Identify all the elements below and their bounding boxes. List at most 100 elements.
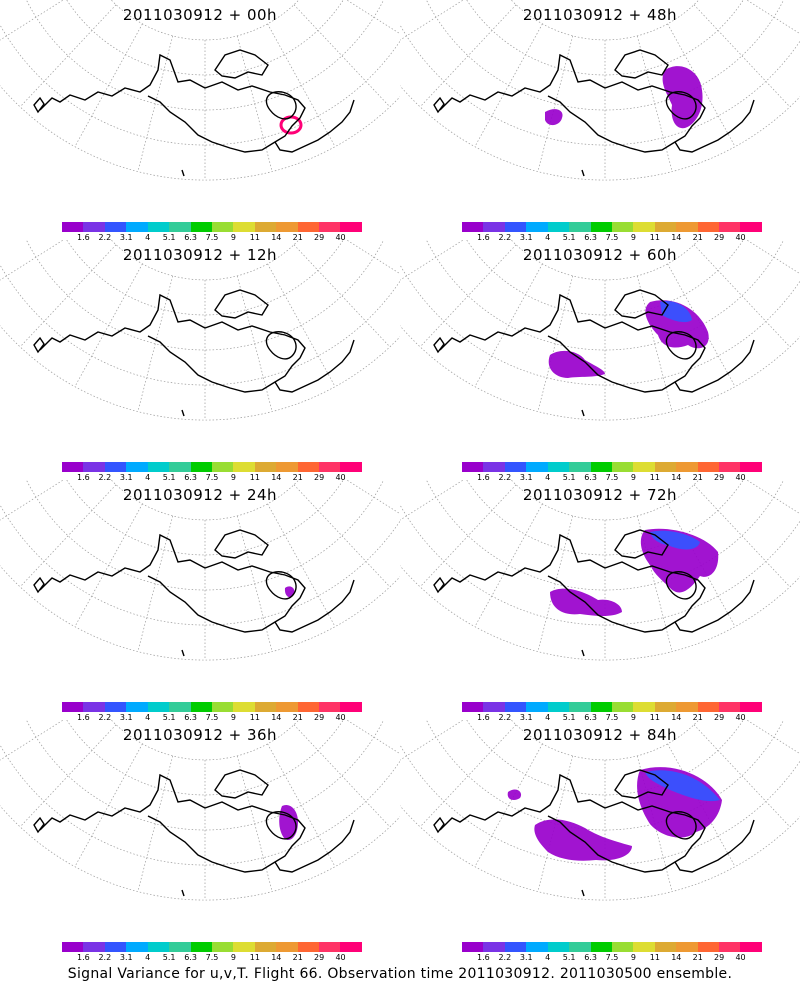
colorbar-tick-label: 9 (630, 233, 636, 242)
colorbar-tick-label: 11 (649, 233, 660, 242)
colorbar-swatch (62, 942, 84, 952)
colorbar-tick-label: 5.1 (162, 953, 176, 962)
variance-region (645, 770, 720, 802)
colorbar-tick-label: 4 (545, 473, 551, 482)
colorbar: 1.6 2.2 3.1 4 5.1 6.3 7.5 9 11 14 21 29 40 (62, 462, 362, 484)
colorbar-swatch (83, 942, 105, 952)
colorbar-tick-label: 40 (335, 233, 346, 242)
coastline (433, 49, 755, 177)
colorbar-swatch (319, 462, 341, 472)
colorbar-swatch (190, 222, 212, 232)
colorbar-swatch (633, 702, 655, 712)
colorbar-swatch (276, 462, 298, 472)
panel-title: 2011030912 + 72h (522, 486, 678, 504)
colorbar-tick-label: 40 (335, 473, 346, 482)
colorbar-swatch (62, 462, 84, 472)
colorbar-tick-label: 3.1 (119, 953, 133, 962)
colorbar-tick-label: 7.5 (205, 473, 219, 482)
colorbar-tick-label: 14 (671, 953, 682, 962)
colorbar-swatch (719, 702, 741, 712)
colorbar-tick-label: 1.6 (477, 473, 490, 482)
colorbar-swatch (654, 942, 677, 952)
polar-map (400, 0, 800, 181)
colorbar-tick-label: 40 (735, 473, 746, 482)
colorbar-swatch (462, 222, 484, 232)
colorbar-swatch (569, 702, 591, 712)
colorbar-swatch (147, 702, 170, 712)
colorbar-tick-label: 1.6 (77, 953, 90, 962)
colorbar-swatch (126, 222, 148, 232)
colorbar-swatch (590, 462, 612, 472)
colorbar-swatch (104, 462, 127, 472)
colorbar-tick-label: 4 (145, 233, 151, 242)
colorbar-tick-label: 5.1 (562, 713, 576, 722)
colorbar-swatch (504, 942, 527, 952)
map-panel: 2011030912 + 60h 1.6 2.2 3.1 4 5.1 6.3 7.5 9 11 14… (400, 240, 800, 482)
colorbar-swatch (569, 222, 591, 232)
colorbar-swatch (276, 702, 298, 712)
colorbar-swatch (147, 942, 170, 952)
colorbar-tick-label: 9 (230, 953, 236, 962)
colorbar-tick-label: 7.5 (605, 953, 619, 962)
colorbar-tick-label: 21 (692, 473, 703, 482)
colorbar-tick-label: 6.3 (184, 713, 197, 722)
colorbar-tick-label: 1.6 (477, 233, 490, 242)
colorbar: 1.6 2.2 3.1 4 5.1 6.3 7.5 9 11 14 21 29 40 (62, 942, 362, 964)
colorbar-swatch (590, 702, 612, 712)
colorbar-tick-label: 6.3 (584, 953, 597, 962)
colorbar-tick-label: 7.5 (605, 713, 619, 722)
coastline (33, 529, 355, 657)
colorbar-swatch (526, 462, 548, 472)
colorbar-swatch (340, 222, 362, 232)
colorbar-tick-label: 3.1 (519, 233, 533, 242)
colorbar-swatch (147, 222, 170, 232)
colorbar-swatch (126, 462, 148, 472)
colorbar-tick-label: 11 (649, 713, 660, 722)
colorbar-tick-label: 1.6 (477, 953, 490, 962)
colorbar-tick-label: 14 (671, 233, 682, 242)
colorbar-tick-label: 7.5 (605, 473, 619, 482)
colorbar-tick-label: 1.6 (77, 233, 90, 242)
colorbar-tick-label: 14 (271, 233, 282, 242)
colorbar-tick-label: 3.1 (119, 473, 133, 482)
colorbar-swatch (211, 942, 234, 952)
map-panel: 2011030912 + 36h 1.6 2.2 3.1 4 5.1 6.3 7.5 9 11 14… (0, 720, 400, 962)
colorbar-swatch (590, 222, 612, 232)
panel-title: 2011030912 + 24h (122, 486, 278, 504)
colorbar-tick-label: 4 (145, 473, 151, 482)
colorbar-tick-label: 4 (545, 713, 551, 722)
colorbar-tick-label: 7.5 (205, 953, 219, 962)
colorbar-swatch (169, 942, 191, 952)
colorbar-swatch (297, 702, 320, 712)
colorbar-swatch (233, 702, 255, 712)
colorbar-tick-label: 40 (735, 713, 746, 722)
colorbar-swatch (190, 462, 212, 472)
colorbar-swatch (297, 222, 320, 232)
colorbar-tick-label: 14 (271, 953, 282, 962)
colorbar-swatch (719, 942, 741, 952)
coastline (33, 289, 355, 417)
colorbar-swatch (740, 702, 762, 712)
colorbar-tick-label: 2.2 (498, 473, 512, 482)
colorbar-swatch (547, 942, 570, 952)
colorbar-swatch (483, 942, 505, 952)
colorbar-swatch (676, 942, 698, 952)
colorbar-swatch (740, 942, 762, 952)
colorbar-swatch (83, 222, 105, 232)
colorbar-swatch (676, 702, 698, 712)
polar-map (0, 720, 400, 901)
colorbar-swatch (126, 942, 148, 952)
colorbar-tick-label: 29 (314, 473, 325, 482)
colorbar-swatch (169, 222, 191, 232)
panel-title: 2011030912 + 48h (522, 6, 678, 24)
colorbar-tick-label: 1.6 (77, 473, 90, 482)
colorbar-swatch (633, 462, 655, 472)
colorbar-swatch (719, 462, 741, 472)
colorbar-swatch (169, 462, 191, 472)
colorbar: 1.6 2.2 3.1 4 5.1 6.3 7.5 9 11 14 21 29 40 (62, 222, 362, 244)
colorbar-swatch (504, 702, 527, 712)
colorbar-swatch (233, 942, 255, 952)
colorbar-swatch (254, 462, 277, 472)
colorbar-tick-label: 6.3 (584, 233, 597, 242)
colorbar-tick-label: 21 (692, 713, 703, 722)
